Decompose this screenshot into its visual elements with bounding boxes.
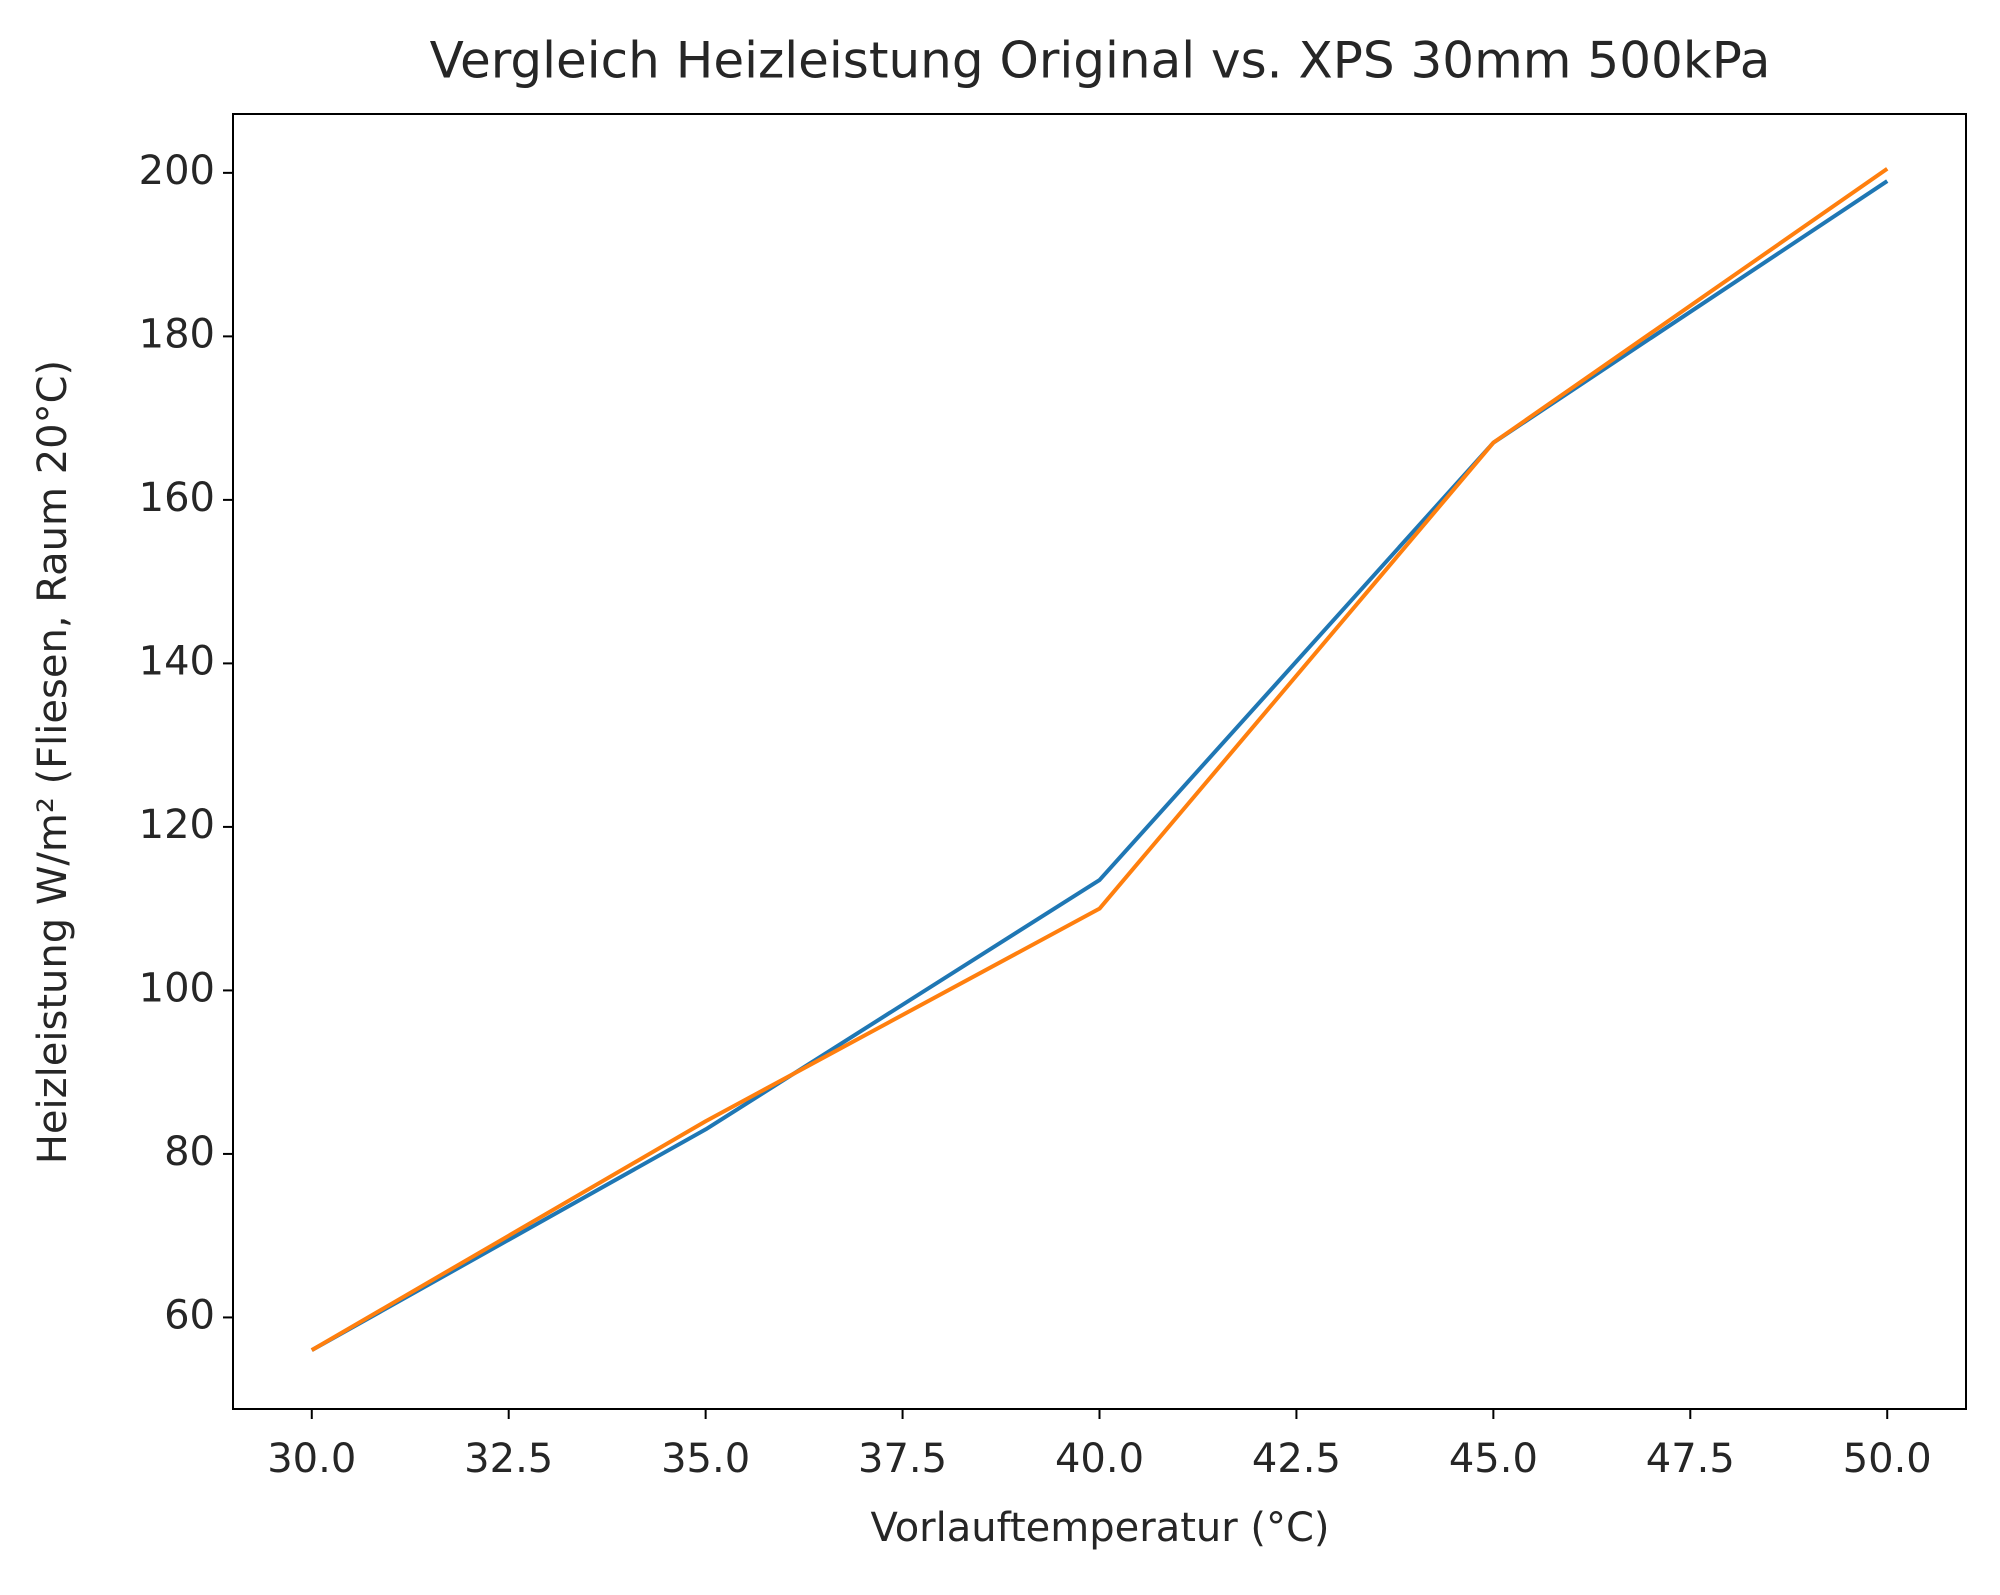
y-tick-label: 60 [164,1292,215,1338]
y-tick-label: 160 [139,475,215,521]
line-series [310,167,1889,1352]
x-tick-label: 45.0 [1449,1436,1538,1482]
plot-frame [232,113,1967,1410]
x-axis-label: Vorlauftemperatur (°C) [870,1505,1329,1551]
y-tick-label: 120 [139,802,215,848]
y-tick-label: 140 [139,638,215,684]
chart-title: Vergleich Heizleistung Original vs. XPS … [430,32,1771,90]
y-tick-label: 180 [139,311,215,357]
x-tick-label: 37.5 [858,1436,947,1482]
line-series [310,179,1889,1352]
x-tick-label: 40.0 [1055,1436,1144,1482]
y-axis-label: Heizleistung W/m² (Fliesen, Raum 20°C) [30,360,76,1164]
x-tick-label: 42.5 [1252,1436,1341,1482]
x-tick-label: 30.0 [267,1436,356,1482]
x-tick-label: 35.0 [661,1436,750,1482]
x-tick-label: 47.5 [1646,1436,1735,1482]
y-tick-label: 80 [164,1129,215,1175]
x-tick-label: 50.0 [1843,1436,1932,1482]
y-tick-label: 200 [139,148,215,194]
x-tick-label: 32.5 [464,1436,553,1482]
y-tick-label: 100 [139,965,215,1011]
